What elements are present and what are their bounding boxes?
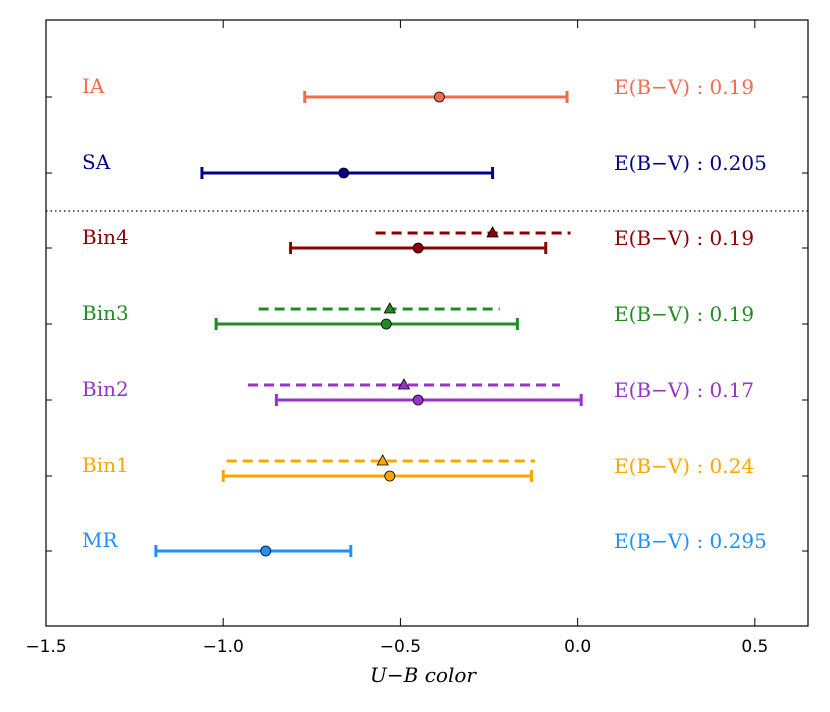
- ebv-label: E(B−V) : 0.17: [614, 378, 754, 402]
- circle-marker: [412, 242, 424, 254]
- ebv-label: E(B−V) : 0.19: [614, 75, 754, 99]
- x-tick-label: −1.0: [203, 637, 244, 657]
- ebv-label: E(B−V) : 0.24: [614, 454, 754, 478]
- ebv-label: E(B−V) : 0.19: [614, 226, 754, 250]
- triangle-marker: [383, 302, 396, 314]
- row-label: Bin3: [82, 301, 129, 325]
- row-label: Bin4: [82, 225, 129, 249]
- circle-marker: [338, 167, 350, 179]
- row-label: MR: [82, 528, 118, 552]
- x-tick-label: 0.5: [741, 637, 768, 657]
- x-tick-label: −1.5: [25, 637, 66, 657]
- plot-frame: [45, 19, 809, 627]
- circle-marker: [380, 318, 392, 330]
- ebv-label: E(B−V) : 0.19: [614, 302, 754, 326]
- circle-marker: [434, 91, 445, 103]
- row-label: IA: [82, 74, 105, 98]
- triangle-marker: [397, 378, 411, 390]
- ebv-label: E(B−V) : 0.295: [614, 529, 767, 553]
- triangle-marker: [376, 454, 389, 466]
- row-label: SA: [82, 150, 111, 174]
- x-tick-label: 0.0: [564, 637, 591, 657]
- triangle-marker: [486, 226, 499, 238]
- x-axis-title: U−B color: [370, 663, 477, 687]
- row-label: Bin1: [82, 453, 129, 477]
- circle-marker: [384, 470, 396, 482]
- x-tick-label: −0.5: [380, 637, 421, 657]
- ebv-label: E(B−V) : 0.205: [614, 151, 767, 175]
- circle-marker: [412, 394, 424, 406]
- circle-marker: [260, 545, 272, 557]
- row-label: Bin2: [82, 377, 129, 401]
